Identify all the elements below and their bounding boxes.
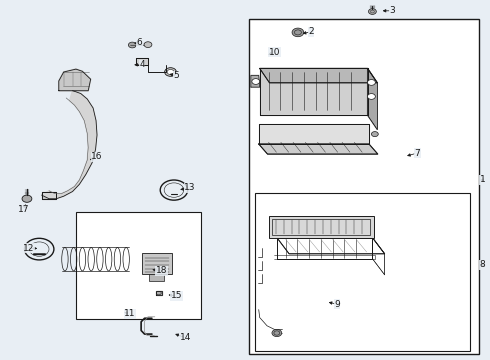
Text: 16: 16 [91,152,103,161]
Text: 14: 14 [179,333,191,342]
Polygon shape [259,124,369,144]
Text: 7: 7 [415,149,420,158]
Polygon shape [259,144,378,154]
Bar [272,219,370,235]
Circle shape [368,80,375,85]
Polygon shape [59,69,91,91]
Circle shape [144,42,152,48]
Polygon shape [260,68,368,115]
Bar [269,216,374,238]
Text: 18: 18 [156,266,168,275]
Circle shape [165,68,176,76]
Polygon shape [42,91,97,199]
Polygon shape [372,238,385,275]
Bar [149,274,164,281]
Circle shape [371,132,378,137]
Circle shape [272,329,282,337]
Text: 11: 11 [124,309,136,318]
Bar [249,19,479,354]
Polygon shape [368,68,377,130]
Polygon shape [156,291,162,295]
Circle shape [167,69,174,75]
Polygon shape [42,192,56,199]
Polygon shape [274,255,375,258]
Circle shape [128,42,136,48]
Polygon shape [136,58,148,65]
Polygon shape [277,238,385,254]
Polygon shape [251,75,260,87]
Text: 1: 1 [480,175,486,184]
Text: 17: 17 [18,205,29,214]
Text: 3: 3 [389,6,395,15]
Bar [142,253,172,274]
Circle shape [368,94,375,99]
Bar [76,212,201,319]
Circle shape [22,195,32,202]
Text: 12: 12 [23,244,34,253]
Text: 2: 2 [308,27,314,36]
Text: 10: 10 [269,48,280,57]
Circle shape [368,9,376,14]
Polygon shape [260,68,377,83]
Text: 8: 8 [480,260,486,269]
Bar [255,193,470,351]
Circle shape [252,78,260,84]
Text: 13: 13 [184,184,196,192]
Text: 15: 15 [171,292,182,300]
Polygon shape [59,69,91,91]
Text: 9: 9 [334,300,340,309]
Polygon shape [277,238,372,258]
Text: 5: 5 [173,71,179,80]
Text: 6: 6 [137,38,143,47]
Circle shape [292,28,304,37]
Text: 4: 4 [139,60,145,69]
